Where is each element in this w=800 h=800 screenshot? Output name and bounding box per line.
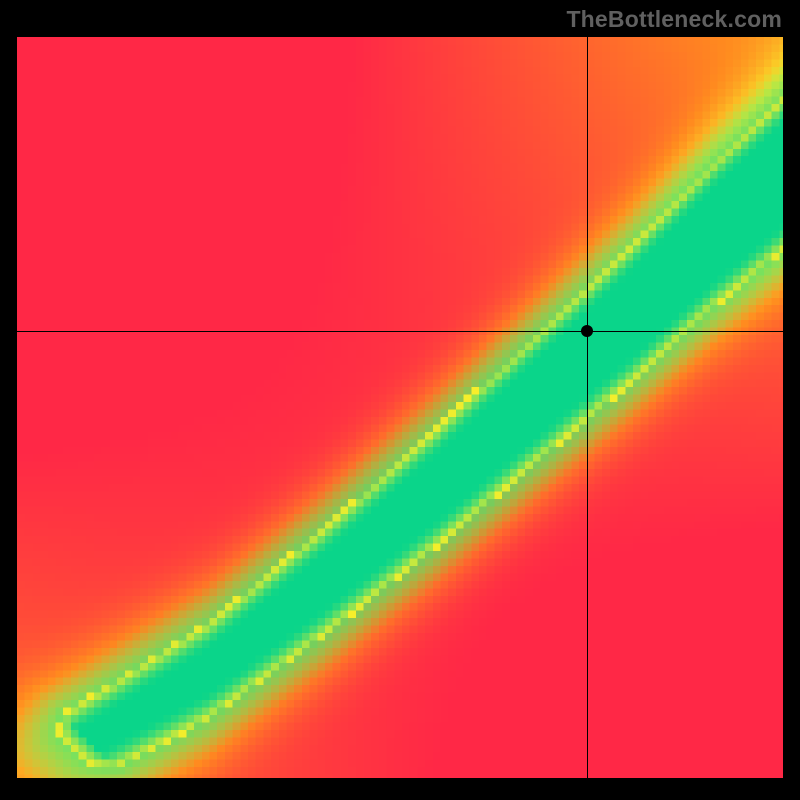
heatmap-canvas <box>17 37 785 780</box>
plot-frame <box>15 35 785 780</box>
crosshair-marker <box>581 325 593 337</box>
chart-container: TheBottleneck.com <box>0 0 800 800</box>
crosshair-horizontal <box>17 331 785 332</box>
watermark-label: TheBottleneck.com <box>566 6 782 33</box>
crosshair-vertical <box>587 37 588 780</box>
